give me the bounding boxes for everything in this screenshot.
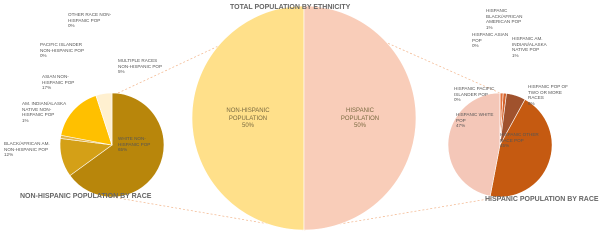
- value-label: 65%: [118, 147, 128, 153]
- value-label: 0%: [472, 43, 479, 49]
- pie-slice: [95, 92, 113, 146]
- slice-label: HISPANIC WHITE POP 47%: [456, 112, 502, 129]
- pie-slice: [489, 99, 553, 198]
- slice-label: BLACK/AFRICAN AM. NON-HISPANIC POP 12%: [4, 141, 50, 158]
- category-label: WHITE NON-HISPANIC POP: [118, 136, 151, 147]
- pie-slice: [447, 92, 501, 197]
- category-label: ASIAN NON-HISPANIC POP: [42, 74, 75, 85]
- connector: [111, 196, 305, 231]
- category-label: OTHER RACE NON-HISPANIC POP: [68, 12, 112, 23]
- value-label: 1%: [486, 24, 493, 30]
- value-label: 50%: [241, 123, 254, 129]
- slice-label: PACIFIC ISLANDER NON-HISPANIC POP 0%: [40, 42, 86, 59]
- category-label: PACIFIC ISLANDER NON-HISPANIC POP: [40, 42, 85, 53]
- slice-label: OTHER RACE NON-HISPANIC POP 0%: [68, 12, 114, 29]
- slice-label: HISPANIC OTHER RACE POP 45%: [500, 132, 546, 149]
- pie-slice: [60, 95, 113, 146]
- category-label: NON-HISPANIC POPULATION: [226, 108, 270, 122]
- value-label: 0%: [40, 53, 47, 59]
- pie-slice: [303, 5, 417, 231]
- value-label: 6%: [528, 100, 535, 106]
- category-label: HISPANIC POPULATION: [340, 108, 380, 122]
- value-label: 12%: [4, 152, 14, 158]
- value-label: 1%: [22, 117, 29, 123]
- value-label: 0%: [68, 23, 75, 29]
- category-label: HISPANIC WHITE POP: [456, 112, 494, 123]
- category-label: HISPANIC ASIAN POP: [472, 32, 509, 43]
- slice-label: HISPANIC POP OF TWO OR MORE RACES 6%: [528, 84, 574, 106]
- slice-label: HISPANIC BLACK/AFRICAN AMERICAN POP 1%: [486, 8, 532, 30]
- pie-slice: [191, 5, 305, 231]
- value-label: 1%: [512, 52, 519, 58]
- slice-label: MULTIPLE RACES NON-HISPANIC POP 5%: [118, 58, 164, 75]
- slice-label: AM. INDIAN/ALASKA NATIVE NON-HISPANIC PO…: [22, 101, 68, 123]
- value-label: 45%: [500, 143, 510, 149]
- chart-title: NON-HISPANIC POPULATION BY RACE: [20, 193, 152, 200]
- slice-label: NON-HISPANIC POPULATION 50%: [218, 108, 278, 131]
- category-label: AM. INDIAN/ALASKA NATIVE NON-HISPANIC PO…: [22, 101, 66, 118]
- value-label: 17%: [42, 85, 52, 91]
- value-label: 0%: [454, 97, 461, 103]
- slice-label: HISPANIC POPULATION 50%: [330, 108, 390, 131]
- pie-slice: [69, 92, 165, 198]
- category-label: HISPANIC AM. INDIAN/ALASKA NATIVE POP: [512, 36, 547, 53]
- chart-title: TOTAL POPULATION BY ETHNICITY: [230, 4, 351, 11]
- slice-label: WHITE NON-HISPANIC POP 65%: [118, 136, 164, 153]
- category-label: HISPANIC POP OF TWO OR MORE RACES: [528, 84, 568, 101]
- slice-label: ASIAN NON-HISPANIC POP 17%: [42, 74, 88, 91]
- slice-label: HISPANIC PACIFIC ISLANDER POP 0%: [454, 86, 500, 103]
- value-label: 5%: [118, 69, 125, 75]
- category-label: BLACK/AFRICAN AM. NON-HISPANIC POP: [4, 141, 50, 152]
- slice-label: HISPANIC ASIAN POP 0%: [472, 32, 518, 49]
- category-label: HISPANIC PACIFIC ISLANDER POP: [454, 86, 495, 97]
- chart-title: HISPANIC POPULATION BY RACE: [485, 196, 599, 203]
- value-label: 50%: [353, 123, 366, 129]
- category-label: HISPANIC OTHER RACE POP: [500, 132, 539, 143]
- category-label: MULTIPLE RACES NON-HISPANIC POP: [118, 58, 163, 69]
- slice-label: HISPANIC AM. INDIAN/ALASKA NATIVE POP 1%: [512, 36, 558, 58]
- category-label: HISPANIC BLACK/AFRICAN AMERICAN POP: [486, 8, 523, 25]
- value-label: 47%: [456, 123, 466, 129]
